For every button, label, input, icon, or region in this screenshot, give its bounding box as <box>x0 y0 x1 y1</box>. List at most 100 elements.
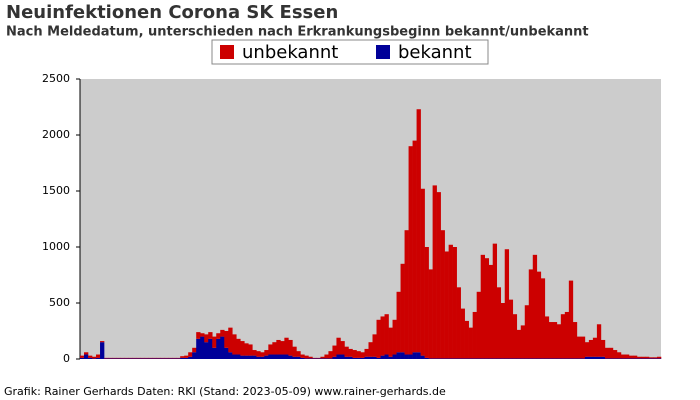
bar-segment <box>620 358 626 359</box>
bar-segment <box>376 319 381 358</box>
bar-segment <box>104 358 109 359</box>
bar-segment <box>276 354 281 359</box>
bar-segment <box>376 357 381 359</box>
bar-segment <box>572 322 578 359</box>
bar-segment <box>432 185 437 359</box>
bar-segment <box>140 357 145 359</box>
bar-segment <box>488 358 494 359</box>
bar-segment <box>624 354 630 359</box>
bar-segment <box>176 358 181 359</box>
bar-segment <box>596 356 602 359</box>
bar-segment <box>308 356 313 359</box>
bar-segment <box>336 354 341 359</box>
bar-segment <box>144 357 149 359</box>
bar-segment <box>616 358 622 359</box>
bar-segment <box>132 357 137 359</box>
bar-segment <box>80 355 85 358</box>
bar-segment <box>440 358 445 359</box>
bar-segment <box>552 358 558 359</box>
bar-segment <box>348 356 353 359</box>
bar-segment <box>288 355 293 359</box>
bar-segment <box>112 358 117 359</box>
bar-segment <box>172 357 177 359</box>
bar-segment <box>492 358 498 359</box>
bar-segment <box>164 358 169 359</box>
bar-segment <box>428 358 433 359</box>
bar-segment <box>424 247 429 358</box>
bar-segment <box>236 338 241 355</box>
bar-segment <box>464 320 469 359</box>
bar-segment <box>560 314 566 359</box>
bar-segment <box>108 358 113 359</box>
bar-segment <box>156 357 161 359</box>
bar-segment <box>216 333 221 339</box>
bar-segment <box>584 342 590 357</box>
bar-segment <box>128 357 133 359</box>
bar-segment <box>604 358 610 359</box>
bar-segment <box>512 358 518 359</box>
bar-segment <box>196 338 201 359</box>
bar-segment <box>508 358 514 359</box>
bar-segment <box>384 314 389 355</box>
y-tick-label: 1000 <box>42 240 70 253</box>
bar-segment <box>212 336 217 348</box>
bar-segment <box>568 358 574 359</box>
bar-segment <box>268 354 273 359</box>
bar-segment <box>624 358 630 359</box>
bar-segment <box>200 336 205 359</box>
legend-swatch <box>376 45 390 59</box>
bar-segment <box>92 356 97 359</box>
bar-segment <box>124 358 129 359</box>
bar-segment <box>152 357 157 359</box>
bar-segment <box>580 358 586 359</box>
bar-segment <box>364 356 369 359</box>
bar-segment <box>188 356 193 359</box>
bar-segment <box>500 358 506 359</box>
bar-segment <box>432 358 437 359</box>
bar-segment <box>392 354 397 359</box>
bar-segment <box>252 350 257 356</box>
bar-segment <box>396 291 401 353</box>
bar-segment <box>532 358 538 359</box>
bar-segment <box>228 352 233 359</box>
bar-segment <box>244 355 249 359</box>
bar-segment <box>164 357 169 359</box>
bar-segment <box>292 356 297 359</box>
plot-area <box>80 79 661 359</box>
bar-segment <box>136 357 141 359</box>
bar-segment <box>204 342 209 359</box>
bar-segment <box>472 358 477 359</box>
bar-segment <box>220 336 225 359</box>
bar-segment <box>404 354 409 359</box>
bar-segment <box>380 316 385 356</box>
bar-segment <box>640 358 646 359</box>
bar-segment <box>204 334 209 343</box>
bar-segment <box>516 329 522 359</box>
bar-segment <box>600 356 606 359</box>
bar-segment <box>476 291 481 359</box>
bar-segment <box>452 247 457 359</box>
bar-segment <box>296 351 301 357</box>
bar-segment <box>616 352 622 359</box>
bar-segment <box>644 356 650 359</box>
bar-segment <box>436 358 441 359</box>
bar-segment <box>88 355 93 358</box>
bar-segment <box>248 344 253 356</box>
bar-segment <box>524 358 530 359</box>
bar-segment <box>416 109 421 353</box>
bar-segment <box>312 358 317 359</box>
bar-segment <box>172 358 177 359</box>
bar-segment <box>184 357 189 359</box>
bar-segment <box>300 357 305 359</box>
bar-segment <box>320 356 325 359</box>
y-tick-label: 2000 <box>42 128 70 141</box>
bar-segment <box>528 358 534 359</box>
bar-segment <box>548 358 554 359</box>
bar-segment <box>608 358 614 359</box>
y-tick-label: 500 <box>49 296 70 309</box>
bar-segment <box>436 192 441 359</box>
bar-segment <box>564 311 570 359</box>
bar-segment <box>408 146 413 355</box>
bar-segment <box>400 263 405 353</box>
